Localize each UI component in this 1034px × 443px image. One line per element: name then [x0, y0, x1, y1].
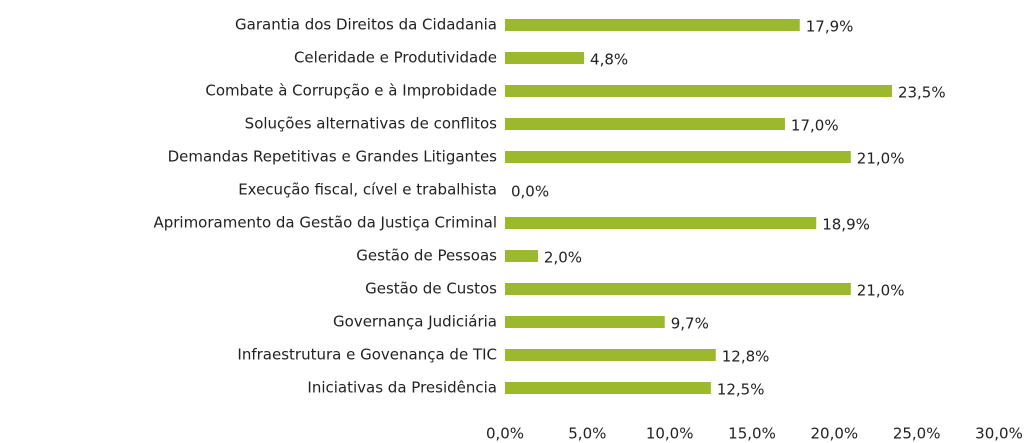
x-tick-label: 25,0% [893, 425, 941, 443]
x-tick-label: 20,0% [811, 425, 859, 443]
y-tick-label: Celeridade e Produtividade [294, 49, 497, 67]
y-tick-label: Combate à Corrupção e à Improbidade [205, 82, 497, 100]
bar [505, 283, 851, 295]
y-tick-label: Aprimoramento da Gestão da Justiça Crimi… [153, 214, 497, 232]
bar [505, 217, 817, 229]
x-tick-label: 30,0% [975, 425, 1023, 443]
value-label: 12,5% [717, 381, 765, 399]
value-label: 21,0% [857, 150, 905, 168]
bar [505, 19, 800, 31]
x-tick-label: 0,0% [486, 425, 524, 443]
value-label: 2,0% [544, 249, 582, 267]
bar [505, 250, 538, 262]
y-tick-label: Execução fiscal, cível e trabalhista [238, 181, 497, 199]
x-tick-label: 15,0% [728, 425, 776, 443]
bar [505, 316, 665, 328]
x-tick-label: 10,0% [646, 425, 694, 443]
bar [505, 151, 851, 163]
value-label: 23,5% [898, 84, 946, 102]
y-tick-label: Governança Judiciária [333, 313, 497, 331]
y-tick-label: Gestão de Custos [365, 280, 497, 298]
bar [505, 52, 585, 64]
value-label: 21,0% [857, 282, 905, 300]
value-label: 12,8% [722, 348, 770, 366]
value-label: 4,8% [590, 51, 628, 69]
y-tick-label: Gestão de Pessoas [356, 247, 497, 265]
value-label: 0,0% [511, 183, 549, 201]
value-label: 18,9% [822, 216, 870, 234]
value-label: 9,7% [671, 315, 709, 333]
value-label: 17,9% [806, 18, 854, 36]
bar [505, 85, 892, 97]
bar [505, 382, 711, 394]
y-tick-label: Soluções alternativas de conflitos [245, 115, 498, 133]
y-tick-label: Infraestrutura e Govenança de TIC [237, 346, 497, 364]
y-tick-label: Demandas Repetitivas e Grandes Litigante… [168, 148, 498, 166]
y-tick-label: Garantia dos Direitos da Cidadania [235, 16, 497, 34]
x-tick-label: 5,0% [568, 425, 606, 443]
value-label: 17,0% [791, 117, 839, 135]
bar [505, 118, 785, 130]
y-tick-label: Iniciativas da Presidência [307, 379, 497, 397]
bar [505, 349, 716, 361]
